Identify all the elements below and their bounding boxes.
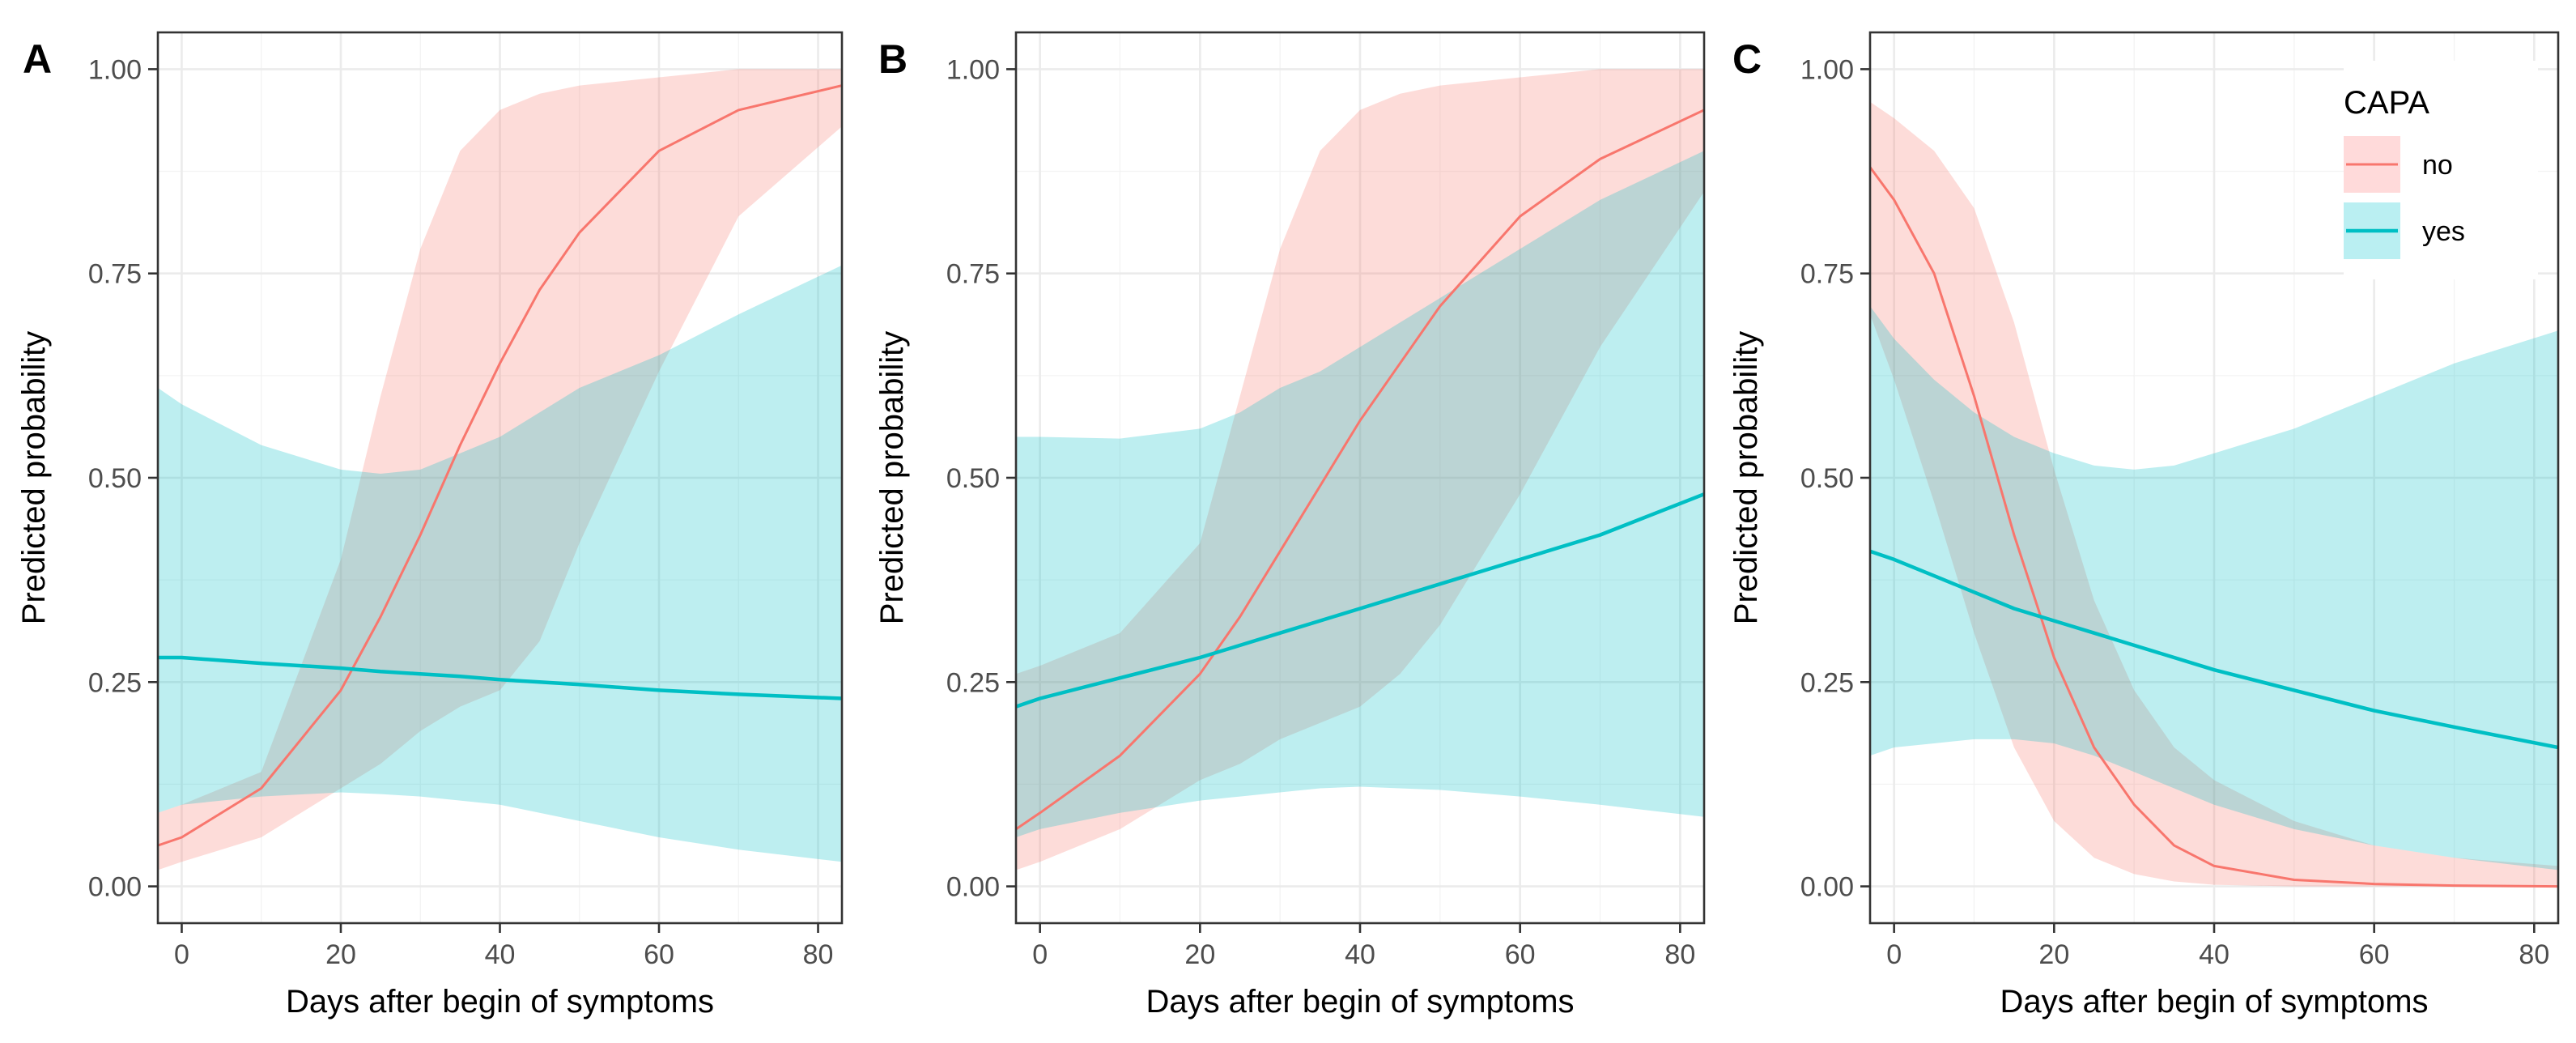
y-axis-title-c: Predicted probability xyxy=(1728,331,1764,624)
y-tick-label: 0.00 xyxy=(946,872,1000,903)
x-tick-label: 40 xyxy=(485,939,516,970)
legend-entry-yes: yes xyxy=(2344,202,2465,259)
panel-b: 0 20 40 60 80 0.00 0.25 0.50 0.75 1.00 Days after … xyxy=(874,31,1706,1020)
y-tick-label: 0.75 xyxy=(1800,259,1854,290)
x-tick-label: 20 xyxy=(325,939,356,970)
grid-a xyxy=(158,32,842,923)
x-tick-label: 40 xyxy=(1345,939,1375,970)
y-tick-label: 0.00 xyxy=(88,872,142,903)
x-tick-label: 20 xyxy=(1184,939,1215,970)
series-a xyxy=(158,69,842,871)
ribbon-yes-b xyxy=(1016,151,1704,838)
line-no-b xyxy=(1016,109,1704,831)
x-tick-label: 80 xyxy=(2519,939,2549,970)
x-axis-title-c: Days after begin of symptoms xyxy=(2000,984,2428,1020)
ribbon-no-a xyxy=(158,69,842,871)
line-no-a xyxy=(158,84,842,847)
y-tick-label: 0.50 xyxy=(1800,463,1854,494)
x-tick-label: 80 xyxy=(803,939,834,970)
x-tick-label: 60 xyxy=(644,939,674,970)
line-no-c xyxy=(1870,166,2558,888)
y-tick-label: 0.50 xyxy=(946,463,1000,494)
x-tick-label: 20 xyxy=(2038,939,2069,970)
x-tick-label: 40 xyxy=(2199,939,2230,970)
y-axis-title-b: Predicted probability xyxy=(874,331,910,624)
series-c xyxy=(1870,101,2558,888)
y-tick-label: 1.00 xyxy=(946,54,1000,85)
ribbon-no-b xyxy=(1016,69,1704,871)
legend-title: CAPA xyxy=(2344,85,2429,121)
panel-label-c: C xyxy=(1732,36,1762,82)
line-yes-c xyxy=(1870,549,2558,750)
x-tick-label: 60 xyxy=(1505,939,1536,970)
y-tick-label: 0.00 xyxy=(1800,872,1854,903)
panel-label-a: A xyxy=(23,36,52,82)
y-tick-label: 1.00 xyxy=(88,54,142,85)
ribbon-yes-c xyxy=(1870,306,2558,871)
y-tick-label: 0.25 xyxy=(946,667,1000,698)
x-axis-title-a: Days after begin of symptoms xyxy=(286,984,714,1020)
panel-a: 0 20 40 60 80 0.00 0.25 0.50 0.75 1.00 Days after … xyxy=(16,31,844,1020)
line-yes-a xyxy=(158,655,842,700)
y-tick-label: 1.00 xyxy=(1800,54,1854,85)
y-tick-label: 0.25 xyxy=(1800,667,1854,698)
y-axis-title-a: Predicted probability xyxy=(16,331,52,624)
grid-b xyxy=(1016,32,1704,923)
ribbon-yes-a xyxy=(158,265,842,862)
x-tick-label: 80 xyxy=(1664,939,1695,970)
y-tick-label: 0.75 xyxy=(946,259,1000,290)
y-tick-label: 0.50 xyxy=(88,463,142,494)
y-tick-label: 0.25 xyxy=(88,667,142,698)
y-tick-label: 0.75 xyxy=(88,259,142,290)
series-b xyxy=(1016,69,1704,871)
x-axis-title-b: Days after begin of symptoms xyxy=(1146,984,1574,1020)
legend: CAPA no yes xyxy=(2344,61,2538,279)
x-tick-label: 0 xyxy=(1032,939,1048,970)
legend-label-yes: yes xyxy=(2422,216,2465,247)
legend-entry-no: no xyxy=(2344,136,2453,193)
legend-label-no: no xyxy=(2422,150,2453,181)
line-yes-b xyxy=(1016,492,1704,709)
panel-label-b: B xyxy=(878,36,908,82)
x-tick-label: 0 xyxy=(1886,939,1902,970)
x-tick-label: 60 xyxy=(2359,939,2390,970)
ribbon-no-c xyxy=(1870,101,2558,887)
x-tick-label: 0 xyxy=(174,939,189,970)
